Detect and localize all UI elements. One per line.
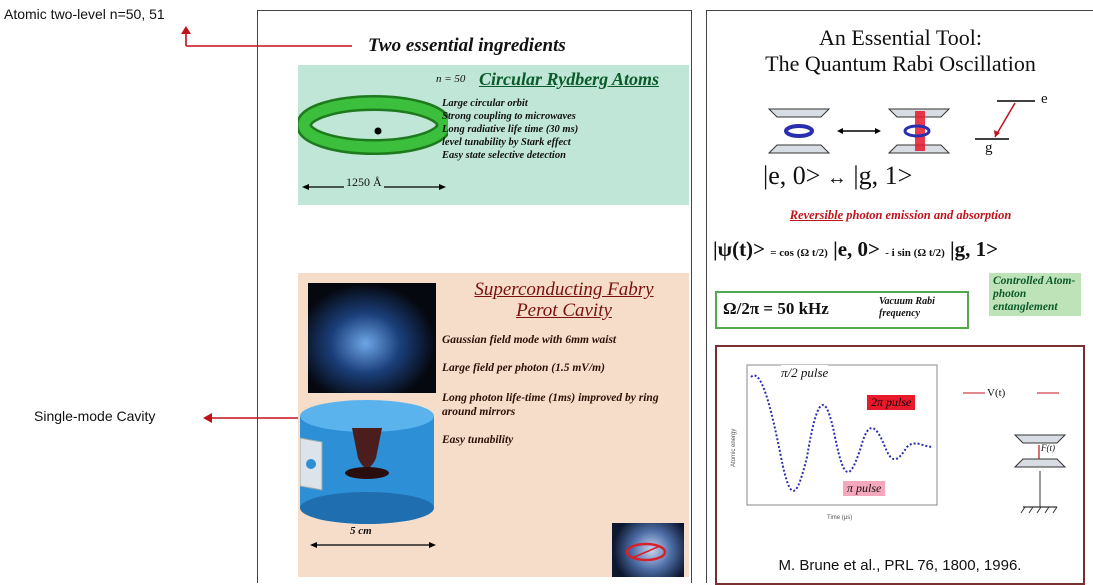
right-title-line1: An Essential Tool: — [818, 25, 983, 50]
cavity-scale-label: 5 cm — [350, 525, 372, 537]
psi-mid: |e, 0 — [833, 237, 869, 261]
rydberg-box: n = 50 Circular Rydberg Atoms Large circ… — [298, 65, 689, 205]
psi-lhs: |ψ(t) — [713, 237, 754, 261]
double-arrow-icon: ↔ — [826, 167, 847, 189]
rabi-cavity-sketch — [767, 108, 951, 154]
callout-cavity-label: Single-mode Cavity — [34, 408, 156, 424]
ft-label: F(t) — [1041, 443, 1055, 453]
reversible-rest: photon emission and absorption — [843, 208, 1012, 222]
vt-schematic — [963, 392, 1067, 514]
cavity-title-line2: Perot Cavity — [516, 300, 612, 321]
vacuum-rabi-line1: Vacuum Rabi — [879, 296, 935, 307]
rydberg-bullet: level tunability by Stark effect — [442, 137, 571, 148]
vacuum-rabi-line2: frequency — [879, 308, 921, 319]
rabi-ylabel: Atomic energy — [731, 429, 737, 467]
cavity-scale-arrow — [310, 542, 436, 548]
rydberg-bullets: Large circular orbit Strong coupling to … — [442, 97, 578, 162]
psi-minus: - i sin (Ω t/2) — [885, 247, 945, 259]
pi-pulse-label: π pulse — [843, 481, 886, 496]
state-g1: |g, 1 — [853, 161, 898, 190]
right-title-line2: The Quantum Rabi Oscillation — [765, 51, 1036, 76]
left-heading-text: Two essential ingredients — [368, 35, 566, 56]
rydberg-bullet: Strong coupling to microwaves — [442, 111, 576, 122]
entanglement-box: Controlled Atom-photon entanglement — [989, 273, 1081, 316]
rydberg-scale-label: 1250 Å — [344, 175, 384, 190]
left-panel: Two essential ingredients n = 50 Circula… — [257, 10, 692, 583]
rabi-curve — [750, 374, 934, 492]
rabi-oscillation-plot: Time (μs) Atomic energy — [731, 364, 1067, 521]
omega-formula: Ω/2π = 50 kHz — [723, 299, 829, 318]
reversible-word: Reversible — [789, 208, 844, 222]
vt-label: V(t) — [987, 387, 1006, 399]
rydberg-bullet: Large circular orbit — [442, 98, 528, 109]
cavity-inset-photo — [612, 523, 684, 577]
cavity-bullet: Long photon life-time (1ms) improved by … — [442, 392, 659, 418]
psi-eq: = cos (Ω t/2) — [770, 247, 828, 259]
energy-level-diagram — [975, 100, 1035, 140]
psi-equation: |ψ(t)> = cos (Ω t/2) |e, 0> - i sin (Ω t… — [713, 237, 998, 262]
right-title: An Essential Tool: The Quantum Rabi Osci… — [707, 25, 1093, 77]
ket-bracket: > — [753, 237, 766, 261]
callout-arrows — [181, 26, 352, 423]
vacuum-rabi-label: Vacuum Rabi frequency — [879, 296, 935, 320]
rydberg-ring-illustration — [298, 95, 448, 155]
callout-atomic: Atomic two-level n=50, 51 — [4, 6, 165, 22]
cavity-inset-ring-icon — [625, 542, 667, 562]
two-pi-pulse-label: 2π pulse — [867, 395, 916, 410]
cavity-photo — [308, 283, 436, 393]
cavity-title: Superconducting Fabry Perot Cavity — [440, 279, 688, 321]
cavity-bullets: Gaussian field mode with 6mm waist Large… — [442, 333, 682, 447]
rydberg-title: Circular Rydberg Atoms — [479, 69, 660, 89]
rydberg-n-label: n = 50 — [436, 73, 466, 85]
callout-cavity: Single-mode Cavity — [34, 408, 155, 424]
cavity-illustration — [300, 400, 434, 524]
state-e0: |e, 0 — [763, 161, 806, 190]
rabi-plot-box: Time (μs) Atomic energy π/2 pulse 2π pul… — [715, 345, 1085, 585]
callout-atomic-label: Atomic two-level n=50, 51 — [4, 6, 165, 22]
rydberg-bullet: Long radiative life time (30 ms) — [442, 124, 579, 135]
cavity-box: Superconducting Fabry Perot Cavity Gauss… — [298, 273, 689, 577]
entanglement-label: Controlled Atom-photon entanglement — [993, 275, 1076, 313]
rabi-xlabel: Time (μs) — [827, 515, 852, 521]
cavity-title-line1: Superconducting Fabry — [474, 279, 654, 300]
rydberg-bullet: Easy state selective detection — [442, 150, 566, 161]
citation: M. Brune et al., PRL 76, 1800, 1996. — [778, 557, 1022, 574]
right-panel: An Essential Tool: The Quantum Rabi Osci… — [706, 10, 1093, 585]
level-g-label: g — [985, 140, 993, 156]
pi-half-pulse-label: π/2 pulse — [781, 365, 829, 381]
omega-box: Ω/2π = 50 kHz Vacuum Rabi frequency — [715, 291, 969, 329]
ket-bracket: > — [986, 237, 999, 261]
level-e-label: e — [1041, 91, 1048, 107]
state-transition: |e, 0> ↔ |g, 1> — [763, 161, 912, 191]
cavity-arrow — [203, 413, 300, 423]
ket-bracket: > — [897, 161, 913, 190]
atomic-arrow — [181, 26, 352, 47]
left-heading: Two essential ingredients — [368, 35, 566, 57]
reversible-caption: Reversible photon emission and absorptio… — [727, 208, 1074, 223]
cavity-bullet: Easy tunability — [442, 434, 514, 446]
cavity-bullet: Gaussian field mode with 6mm waist — [442, 334, 617, 346]
cavity-bullet: Large field per photon (1.5 mV/m) — [442, 362, 605, 374]
ket-bracket: > — [805, 161, 821, 190]
ket-bracket: > — [868, 237, 880, 261]
psi-end: |g, 1 — [950, 237, 987, 261]
